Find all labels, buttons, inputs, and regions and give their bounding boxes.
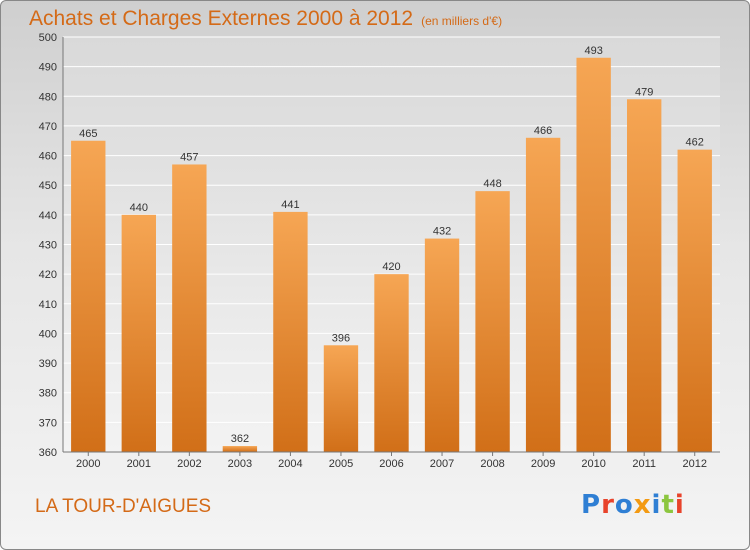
chart-title-text: Achats et Charges Externes 2000 à 2012: [29, 7, 414, 30]
bar-2002: [172, 164, 207, 452]
bars: [71, 57, 712, 453]
y-tick-label: 360: [39, 447, 57, 459]
x-tick-label-2007: 2007: [430, 458, 454, 470]
logo-letter: P: [581, 490, 602, 520]
y-axis-ticks: 360 370 380 390 400 410 420 430 440 450 460 470 480 4…: [39, 32, 57, 459]
x-tick-label-2001: 2001: [127, 458, 151, 470]
y-tick-label: 370: [39, 417, 57, 429]
x-tick-label-2000: 2000: [76, 458, 100, 470]
bar-2001: [121, 214, 156, 452]
y-tick-label: 440: [39, 210, 57, 222]
x-tick-label-2002: 2002: [177, 458, 201, 470]
x-axis-ticks: 2000 2001 2002 2003 2004 2005 2006 2007 2008 2009…: [76, 452, 707, 470]
y-tick-label: 420: [39, 269, 57, 281]
logo-letter: i: [651, 490, 662, 520]
proxiti-logo: Proxiti: [581, 490, 685, 520]
data-label-2000: 465: [79, 128, 97, 140]
data-label-2012: 462: [686, 137, 704, 149]
data-label-2008: 448: [483, 178, 501, 190]
x-tick-label-2010: 2010: [581, 458, 605, 470]
y-tick-label: 390: [39, 358, 57, 370]
bar-2008: [475, 191, 510, 452]
bar-2000: [71, 140, 106, 452]
y-tick-label: 380: [39, 388, 57, 400]
data-label-2007: 432: [433, 226, 451, 238]
bar-2003: [222, 446, 258, 452]
bar-2011: [627, 99, 662, 452]
logo-letter: x: [633, 490, 652, 520]
bar-2004: [273, 211, 308, 452]
y-tick-label: 430: [39, 240, 57, 252]
bar-2010: [576, 57, 611, 452]
bar-2012: [677, 149, 712, 452]
y-tick-label: 500: [39, 32, 57, 44]
x-tick-label-2008: 2008: [480, 458, 504, 470]
data-label-2004: 441: [281, 199, 299, 211]
x-tick-label-2011: 2011: [632, 458, 656, 470]
logo-letter: o: [614, 490, 634, 520]
data-label-2005: 396: [332, 332, 350, 344]
data-label-2003: 362: [231, 433, 249, 445]
data-label-2009: 466: [534, 125, 552, 137]
x-tick-label-2003: 2003: [228, 458, 252, 470]
x-tick-label-2005: 2005: [329, 458, 353, 470]
y-tick-label: 450: [39, 180, 57, 192]
y-tick-label: 470: [39, 121, 57, 133]
logo-letter: i: [674, 490, 685, 520]
data-labels: 465 440 457 362 441 396 420 432 448 466 493 479 462: [79, 45, 704, 445]
bar-2005: [323, 345, 359, 452]
x-tick-label-2004: 2004: [278, 458, 302, 470]
logo-letter: r: [601, 490, 615, 520]
chart-unit: (en milliers d'€): [421, 14, 503, 28]
chart-title: Achats et Charges Externes 2000 à 2012 (e…: [29, 7, 502, 31]
data-label-2001: 440: [130, 202, 148, 214]
y-tick-label: 460: [39, 151, 57, 163]
bar-2006: [374, 274, 409, 452]
y-tick-label: 480: [39, 91, 57, 103]
data-label-2002: 457: [180, 151, 198, 163]
y-tick-label: 410: [39, 299, 57, 311]
bar-2007: [424, 238, 460, 452]
y-tick-label: 490: [39, 62, 57, 74]
x-tick-label-2009: 2009: [531, 458, 555, 470]
bar-2009: [525, 137, 561, 453]
commune-name: LA TOUR-D'AIGUES: [35, 496, 212, 517]
data-label-2010: 493: [584, 45, 602, 57]
x-tick-label-2006: 2006: [379, 458, 403, 470]
y-tick-label: 400: [39, 328, 57, 340]
data-label-2006: 420: [382, 261, 400, 273]
x-tick-label-2012: 2012: [682, 458, 706, 470]
logo-letter: t: [661, 490, 675, 520]
data-label-2011: 479: [635, 86, 653, 98]
